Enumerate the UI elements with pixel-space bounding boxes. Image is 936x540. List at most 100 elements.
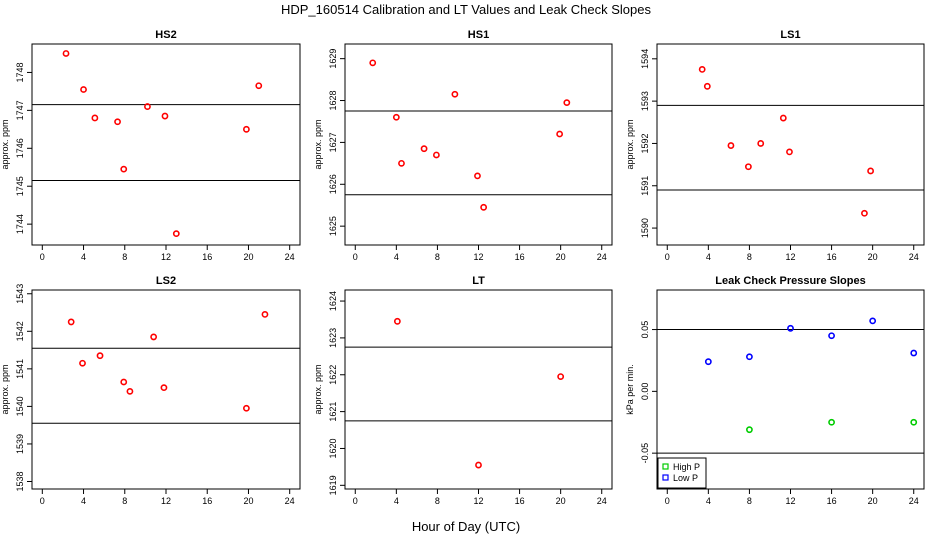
y-tick-label: 1627 <box>328 132 338 152</box>
data-point <box>480 203 488 211</box>
data-point <box>144 103 151 110</box>
y-tick-label: 1591 <box>640 176 650 196</box>
data-point <box>744 163 752 171</box>
y-tick-label: 1540 <box>15 396 25 416</box>
data-point <box>255 82 263 90</box>
x-tick-label: 16 <box>827 252 837 262</box>
panel-3: LS1 approx. ppm 0 4 8 12 16 20 24 1590 1591 1592 159… <box>625 29 925 262</box>
y-tick-label: 1542 <box>15 321 25 341</box>
series-1 <box>698 65 874 217</box>
data-point <box>867 167 874 175</box>
y-tick-label: 0.05 <box>640 321 650 339</box>
data-point <box>475 461 482 469</box>
panel-title: HS1 <box>468 29 489 41</box>
x-tick-label: 8 <box>122 252 127 262</box>
series-2 <box>704 317 918 366</box>
data-point <box>910 349 918 357</box>
y-tick-label: 1747 <box>15 100 25 120</box>
x-tick-label: 16 <box>515 496 525 506</box>
data-point <box>369 59 377 67</box>
y-tick-label: 1744 <box>15 214 25 234</box>
x-tick-label: 8 <box>122 496 127 506</box>
x-tick-label: 4 <box>394 496 399 506</box>
series-1 <box>746 418 918 434</box>
panel-6: Leak Check Pressure Slopes kPa per min. 0 4… <box>625 275 925 506</box>
data-point <box>62 50 70 57</box>
data-point <box>746 426 753 434</box>
data-point <box>861 209 868 217</box>
data-point <box>150 333 158 341</box>
x-tick-label: 4 <box>394 252 399 262</box>
y-tick-label: 1592 <box>640 133 650 153</box>
data-point <box>727 142 735 149</box>
legend-label: High P <box>673 462 700 472</box>
y-tick-label: 0.00 <box>640 383 650 401</box>
x-tick-label: 8 <box>747 496 752 506</box>
figure-xlabel: Hour of Day (UTC) <box>412 519 520 534</box>
y-tick-label: 1745 <box>15 176 25 196</box>
data-point <box>96 352 104 360</box>
x-tick-label: 4 <box>706 252 711 262</box>
y-axis-label: approx. ppm <box>0 364 10 414</box>
data-point <box>420 145 428 153</box>
x-tick-label: 12 <box>161 496 171 506</box>
figure-title: HDP_160514 Calibration and LT Values and… <box>281 2 652 17</box>
x-tick-label: 12 <box>473 496 483 506</box>
series-1 <box>369 59 571 211</box>
y-tick-label: 1625 <box>328 216 338 236</box>
y-tick-label: 1629 <box>328 49 338 69</box>
plot-frame <box>656 43 925 246</box>
x-tick-label: 20 <box>868 496 878 506</box>
x-tick-label: 16 <box>827 496 837 506</box>
data-point <box>398 159 405 167</box>
x-tick-label: 20 <box>868 252 878 262</box>
data-point <box>242 125 250 133</box>
data-point <box>786 148 793 156</box>
data-point <box>392 113 400 121</box>
y-tick-label: 1748 <box>15 62 25 82</box>
legend-marker <box>662 463 669 470</box>
x-tick-label: 24 <box>909 252 919 262</box>
x-tick-label: 24 <box>285 252 295 262</box>
y-tick-label: 1543 <box>15 284 25 304</box>
data-point <box>126 387 134 395</box>
data-point <box>91 114 99 122</box>
x-tick-label: 24 <box>909 496 919 506</box>
data-point <box>432 151 440 159</box>
x-tick-label: 20 <box>556 496 566 506</box>
x-tick-label: 4 <box>81 252 86 262</box>
data-point <box>79 359 86 367</box>
y-tick-label: 1593 <box>640 91 650 111</box>
x-tick-label: 16 <box>515 252 525 262</box>
panel-title: LT <box>472 275 485 287</box>
y-tick-label: 1622 <box>328 365 338 385</box>
legend-box <box>657 457 707 489</box>
panel-title: LS2 <box>156 275 176 287</box>
data-point <box>80 86 87 93</box>
x-tick-label: 0 <box>40 252 45 262</box>
series-1 <box>393 317 565 469</box>
y-tick-label: 1619 <box>328 475 338 495</box>
x-tick-label: 20 <box>243 496 253 506</box>
data-point <box>779 114 787 122</box>
y-axis-label: approx. ppm <box>313 364 323 414</box>
data-point <box>787 324 794 332</box>
panel-title: LS1 <box>780 29 800 41</box>
data-point <box>828 418 835 426</box>
x-tick-label: 12 <box>161 252 171 262</box>
data-point <box>698 65 706 73</box>
x-tick-label: 16 <box>202 252 212 262</box>
y-axis-label: approx. ppm <box>625 119 635 169</box>
y-tick-label: 1626 <box>328 174 338 194</box>
x-tick-label: 0 <box>353 252 358 262</box>
x-tick-label: 0 <box>353 496 358 506</box>
data-point <box>161 112 169 120</box>
y-tick-label: 1538 <box>15 471 25 491</box>
x-tick-label: 12 <box>473 252 483 262</box>
x-tick-label: 12 <box>785 252 795 262</box>
x-tick-label: 20 <box>243 252 253 262</box>
x-tick-label: 20 <box>556 252 566 262</box>
x-tick-label: 4 <box>706 496 711 506</box>
